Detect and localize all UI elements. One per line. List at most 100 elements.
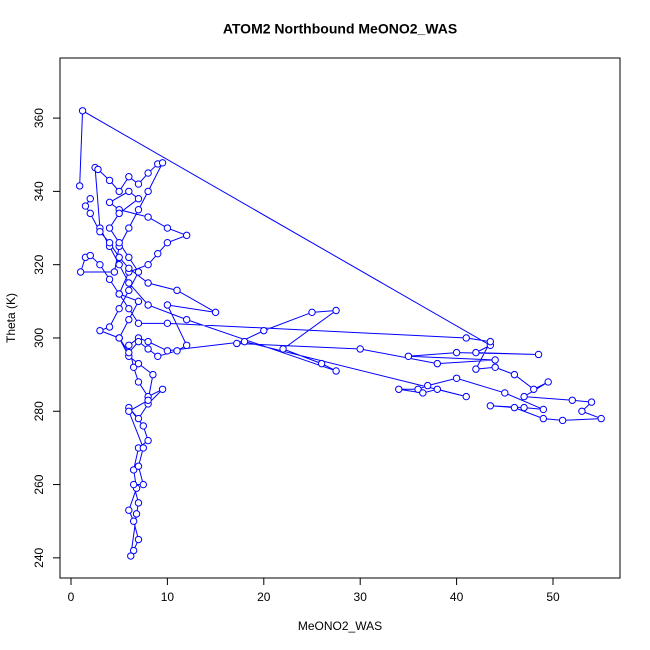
data-point (134, 337, 143, 346)
data-point (163, 347, 172, 355)
data-point (520, 392, 528, 401)
data-point (139, 444, 147, 452)
data-point (105, 275, 114, 284)
data-point (125, 187, 133, 196)
data-point (127, 552, 135, 560)
data-point (279, 345, 287, 353)
data-point (125, 253, 133, 262)
data-point (539, 405, 548, 414)
data-point (144, 213, 152, 221)
data-point (419, 389, 427, 397)
data-point (144, 187, 152, 196)
data-point (144, 169, 152, 177)
data-point (96, 227, 104, 236)
data-point (578, 407, 586, 415)
data-point (144, 279, 152, 287)
y-tick-label: 260 (32, 474, 46, 494)
data-point (86, 209, 94, 218)
data-point (182, 315, 191, 324)
data-point (139, 480, 147, 489)
data-point (105, 176, 114, 185)
data-point (96, 260, 104, 269)
x-tick-label: 20 (257, 590, 271, 604)
x-tick-label: 10 (161, 590, 175, 604)
data-point (115, 187, 123, 196)
data-point (173, 286, 181, 295)
data-point (125, 286, 133, 295)
data-point (144, 396, 152, 404)
data-point (163, 319, 172, 328)
data-point (510, 370, 519, 379)
data-point (125, 279, 133, 287)
data-point (233, 339, 241, 348)
data-point (597, 414, 605, 423)
data-point (149, 370, 157, 379)
data-point (86, 251, 94, 260)
data-point (125, 173, 133, 181)
data-point (544, 378, 552, 386)
data-point (134, 195, 143, 203)
data-point (125, 348, 133, 357)
data-point (530, 385, 538, 393)
data-point (115, 334, 123, 342)
data-point (163, 301, 172, 309)
data-point (115, 304, 123, 313)
data-point (129, 363, 138, 371)
data-point (125, 264, 133, 273)
x-axis-label: MeONO2_WAS (298, 619, 382, 633)
y-tick-label: 240 (32, 548, 46, 568)
data-point (144, 436, 152, 445)
data-point (75, 182, 84, 190)
data-point (115, 209, 123, 218)
y-tick-label: 320 (32, 254, 46, 274)
data-point (462, 334, 470, 342)
data-point (144, 337, 152, 346)
data-point (134, 462, 143, 470)
y-tick-label: 340 (32, 181, 46, 201)
data-point (182, 231, 191, 240)
data-point (587, 398, 596, 406)
data-point (134, 499, 143, 507)
data-point (125, 341, 133, 350)
data-point (134, 206, 143, 214)
x-tick-label: 50 (546, 590, 560, 604)
data-point (144, 260, 152, 269)
data-point (173, 347, 181, 355)
data-point (134, 359, 143, 368)
data-point (452, 348, 461, 357)
data-point (520, 403, 528, 412)
data-point (134, 414, 143, 423)
data-point (260, 326, 268, 335)
data-point (115, 253, 123, 262)
data-point (76, 268, 85, 276)
data-point (110, 268, 119, 276)
data-point (129, 480, 138, 489)
data-point (332, 367, 340, 375)
data-point (105, 323, 114, 331)
data-point (332, 306, 340, 315)
data-point (163, 238, 172, 247)
data-point (115, 238, 123, 247)
data-point (134, 297, 143, 306)
data-point (115, 260, 123, 269)
data-point (134, 268, 143, 276)
x-tick-label: 40 (450, 590, 464, 604)
y-tick-label: 360 (32, 108, 46, 128)
data-point (163, 224, 172, 232)
data-point (134, 378, 143, 386)
data-point (240, 337, 249, 346)
data-point (129, 466, 138, 474)
data-point (472, 365, 480, 373)
data-point (158, 159, 167, 167)
data-point (144, 345, 152, 353)
data-point (105, 224, 114, 232)
data-point (182, 341, 191, 350)
data-point (78, 107, 87, 115)
data-point (395, 385, 403, 393)
data-point (462, 392, 470, 401)
data-point (423, 381, 432, 390)
data-point (433, 385, 442, 393)
data-point (144, 301, 152, 309)
data-point (96, 326, 104, 335)
